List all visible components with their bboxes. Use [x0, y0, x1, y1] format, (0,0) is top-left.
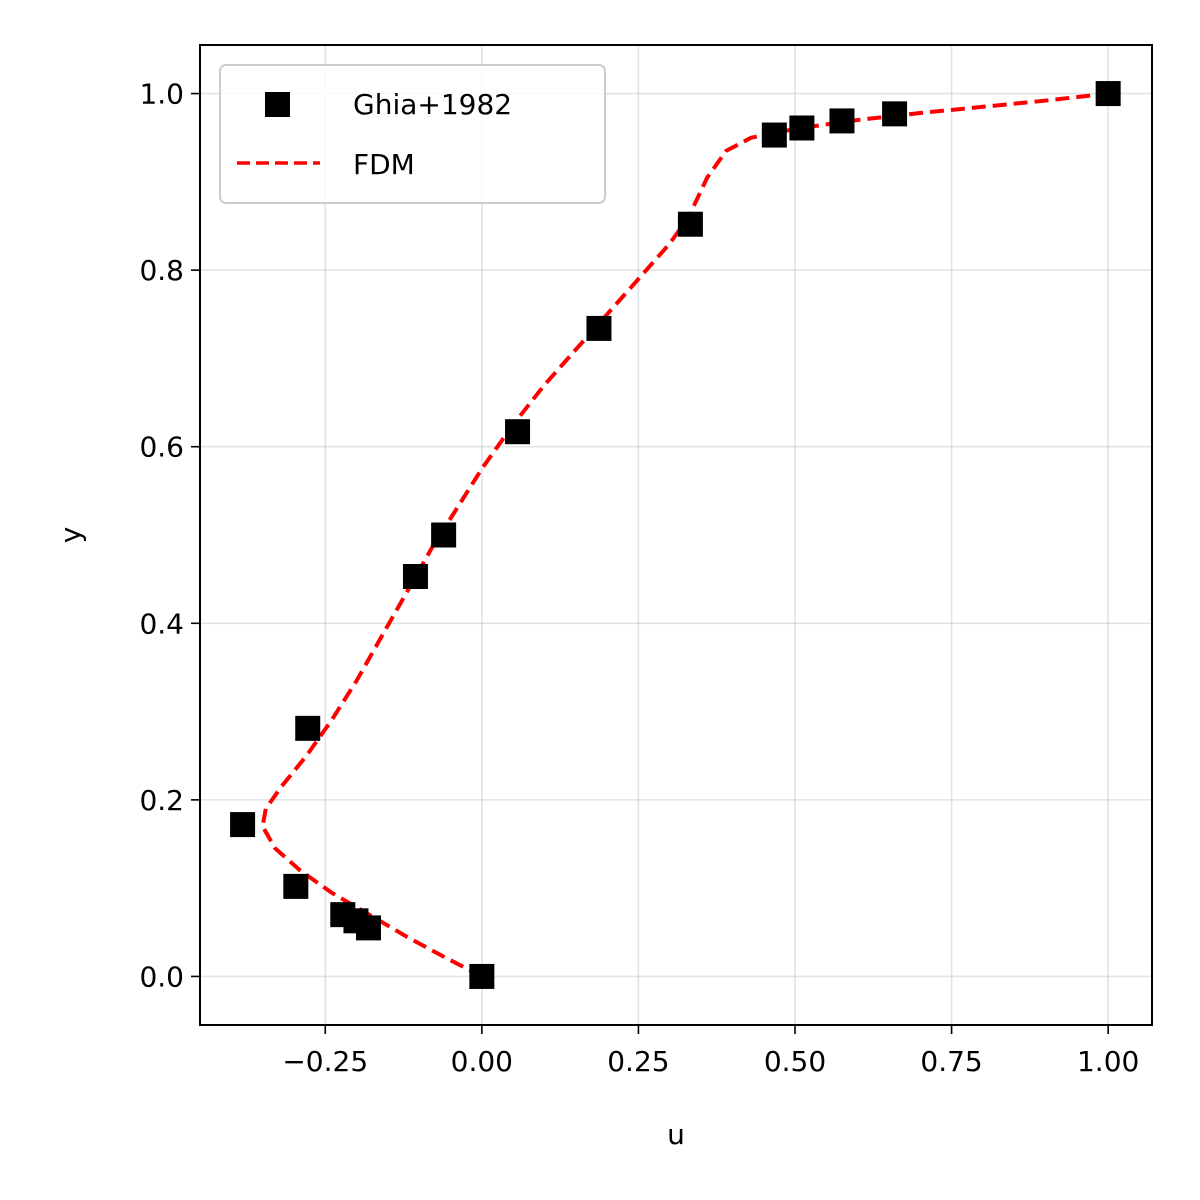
y-tick-label: 0.6 — [139, 431, 184, 464]
ghia-data-point — [505, 419, 531, 445]
x-tick-label: 0.00 — [451, 1045, 513, 1078]
plot-frame — [199, 44, 1153, 1026]
ghia-data-point — [283, 873, 309, 899]
ghia-data-point — [469, 963, 495, 989]
ghia-data-point — [829, 108, 855, 134]
legend-label-fdm: FDM — [353, 148, 415, 181]
legend-label-ghia: Ghia+1982 — [353, 88, 512, 121]
x-tick-label: 1.00 — [1077, 1045, 1139, 1078]
y-tick-label: 1.0 — [139, 78, 184, 111]
x-tick-label: 0.75 — [920, 1045, 982, 1078]
ghia-points-layer — [230, 81, 1121, 989]
ghia-data-point — [230, 812, 256, 838]
ghia-data-point — [1095, 81, 1121, 107]
y-tick-label: 0.4 — [139, 607, 184, 640]
y-tick-label: 0.8 — [139, 254, 184, 287]
ghia-data-point — [677, 211, 703, 237]
y-axis-label: y — [54, 527, 87, 544]
ghia-data-point — [431, 522, 457, 548]
grid — [200, 45, 1152, 1025]
ghia-data-point — [789, 115, 815, 141]
ticks: −0.25 0.00 0.25 0.50 0.75 1.00 0.0 0.2 0.4 0.6 0.8… — [139, 78, 1139, 1078]
x-tick-label: 0.25 — [607, 1045, 669, 1078]
ghia-data-point — [882, 101, 908, 127]
legend: Ghia+1982 FDM — [219, 64, 606, 204]
x-tick-label: −0.25 — [282, 1045, 368, 1078]
ghia-data-point — [586, 315, 612, 341]
ghia-data-point — [761, 122, 787, 148]
ghia-data-point — [295, 715, 321, 741]
legend-box — [219, 64, 606, 204]
legend-marker-ghia — [265, 92, 290, 117]
y-tick-label: 0.0 — [139, 960, 184, 993]
x-axis-label: u — [667, 1118, 685, 1151]
y-tick-label: 0.2 — [139, 784, 184, 817]
x-tick-label: 0.50 — [764, 1045, 826, 1078]
ghia-data-point — [402, 563, 428, 589]
ghia-data-point — [355, 915, 381, 941]
